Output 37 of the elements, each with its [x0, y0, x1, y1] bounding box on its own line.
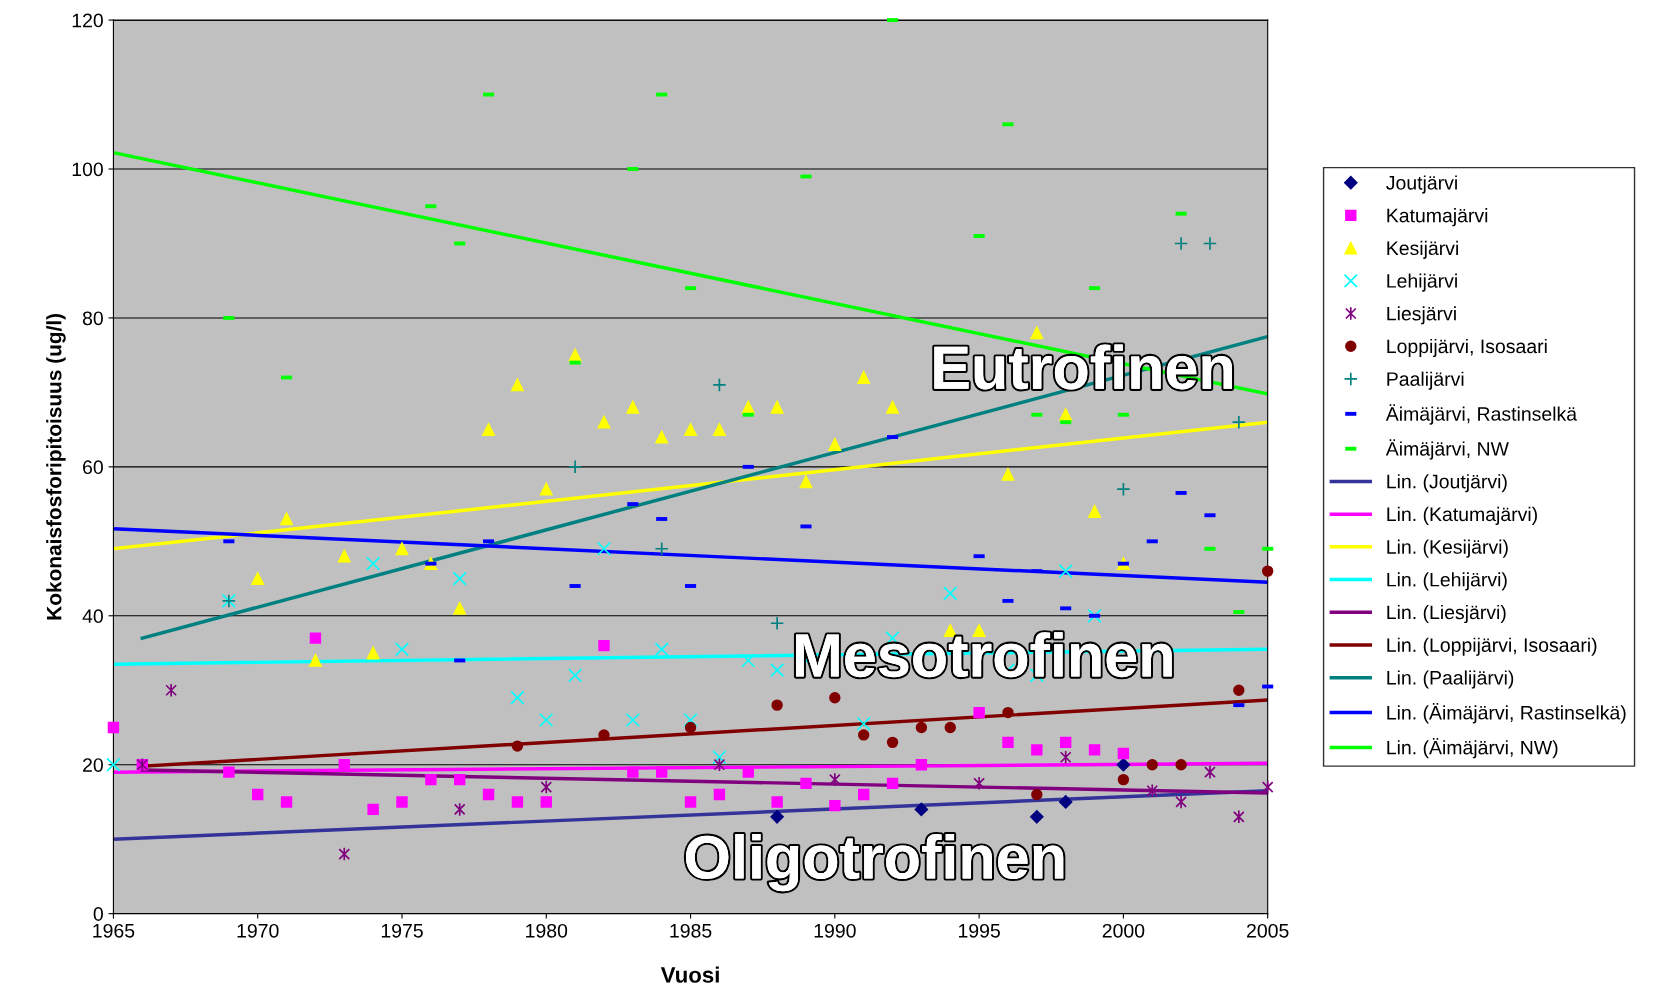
- x-tick-label: 1995: [958, 923, 1000, 938]
- x-tick-label: 1990: [814, 923, 856, 938]
- legend-label: Paalijärvi: [1387, 371, 1464, 390]
- x-tick-label: 2000: [1102, 923, 1145, 938]
- legend-label: Äimäjärvi, Rastinselkä: [1385, 404, 1578, 425]
- y-tick-label: 0: [93, 907, 103, 921]
- x-axis-title: Vuosi: [660, 966, 719, 983]
- y-tick-label: 60: [83, 460, 103, 475]
- y-tick-label: 20: [83, 758, 103, 772]
- legend-label: Lin. (Katumajärvi): [1387, 506, 1537, 525]
- y-axis-title: Kokonaisfosforipitoisuus (ug/l): [46, 313, 66, 620]
- x-tick-label: 1970: [237, 923, 279, 938]
- annotation: Oligotrofinen: [685, 834, 1064, 892]
- legend-label: Liesjärvi: [1387, 306, 1456, 325]
- x-tick-label: 1975: [381, 923, 423, 938]
- legend-label: Lin. (Lehijärvi): [1387, 572, 1507, 591]
- x-tick-label: 1980: [526, 923, 568, 938]
- y-tick-label: 80: [82, 311, 103, 326]
- legend-label: Lin. (Äimäjärvi, Rastinselkä): [1387, 703, 1626, 724]
- legend-label: Lin. (Paalijärvi): [1387, 670, 1514, 689]
- legend-label: Lin. (Liesjärvi): [1387, 604, 1506, 624]
- legend-label: Katumajärvi: [1387, 208, 1488, 227]
- x-tick-label: 2005: [1247, 923, 1289, 938]
- legend-label: Lin. (Äimäjärvi, NW): [1387, 738, 1558, 759]
- legend-label: Lin. (Loppijärvi, Isosaari): [1387, 637, 1597, 656]
- legend-label: Äimäjärvi, NW: [1385, 439, 1509, 460]
- legend-label: Lehijärvi: [1387, 273, 1457, 292]
- legend-label: Loppijärvi, Isosaari: [1387, 338, 1547, 358]
- legend-label: Lin. (Joutjärvi): [1387, 474, 1507, 493]
- legend-label: Lin. (Kesijärvi): [1387, 539, 1508, 558]
- y-tick-label: 100: [72, 162, 103, 177]
- legend-label: Kesijärvi: [1387, 240, 1458, 259]
- x-tick-label: 1965: [93, 923, 135, 938]
- x-tick-label: 1985: [670, 923, 712, 938]
- y-tick-label: 120: [72, 13, 103, 28]
- y-tick-label: 40: [82, 609, 103, 624]
- legend-label: Joutjärvi: [1386, 175, 1457, 194]
